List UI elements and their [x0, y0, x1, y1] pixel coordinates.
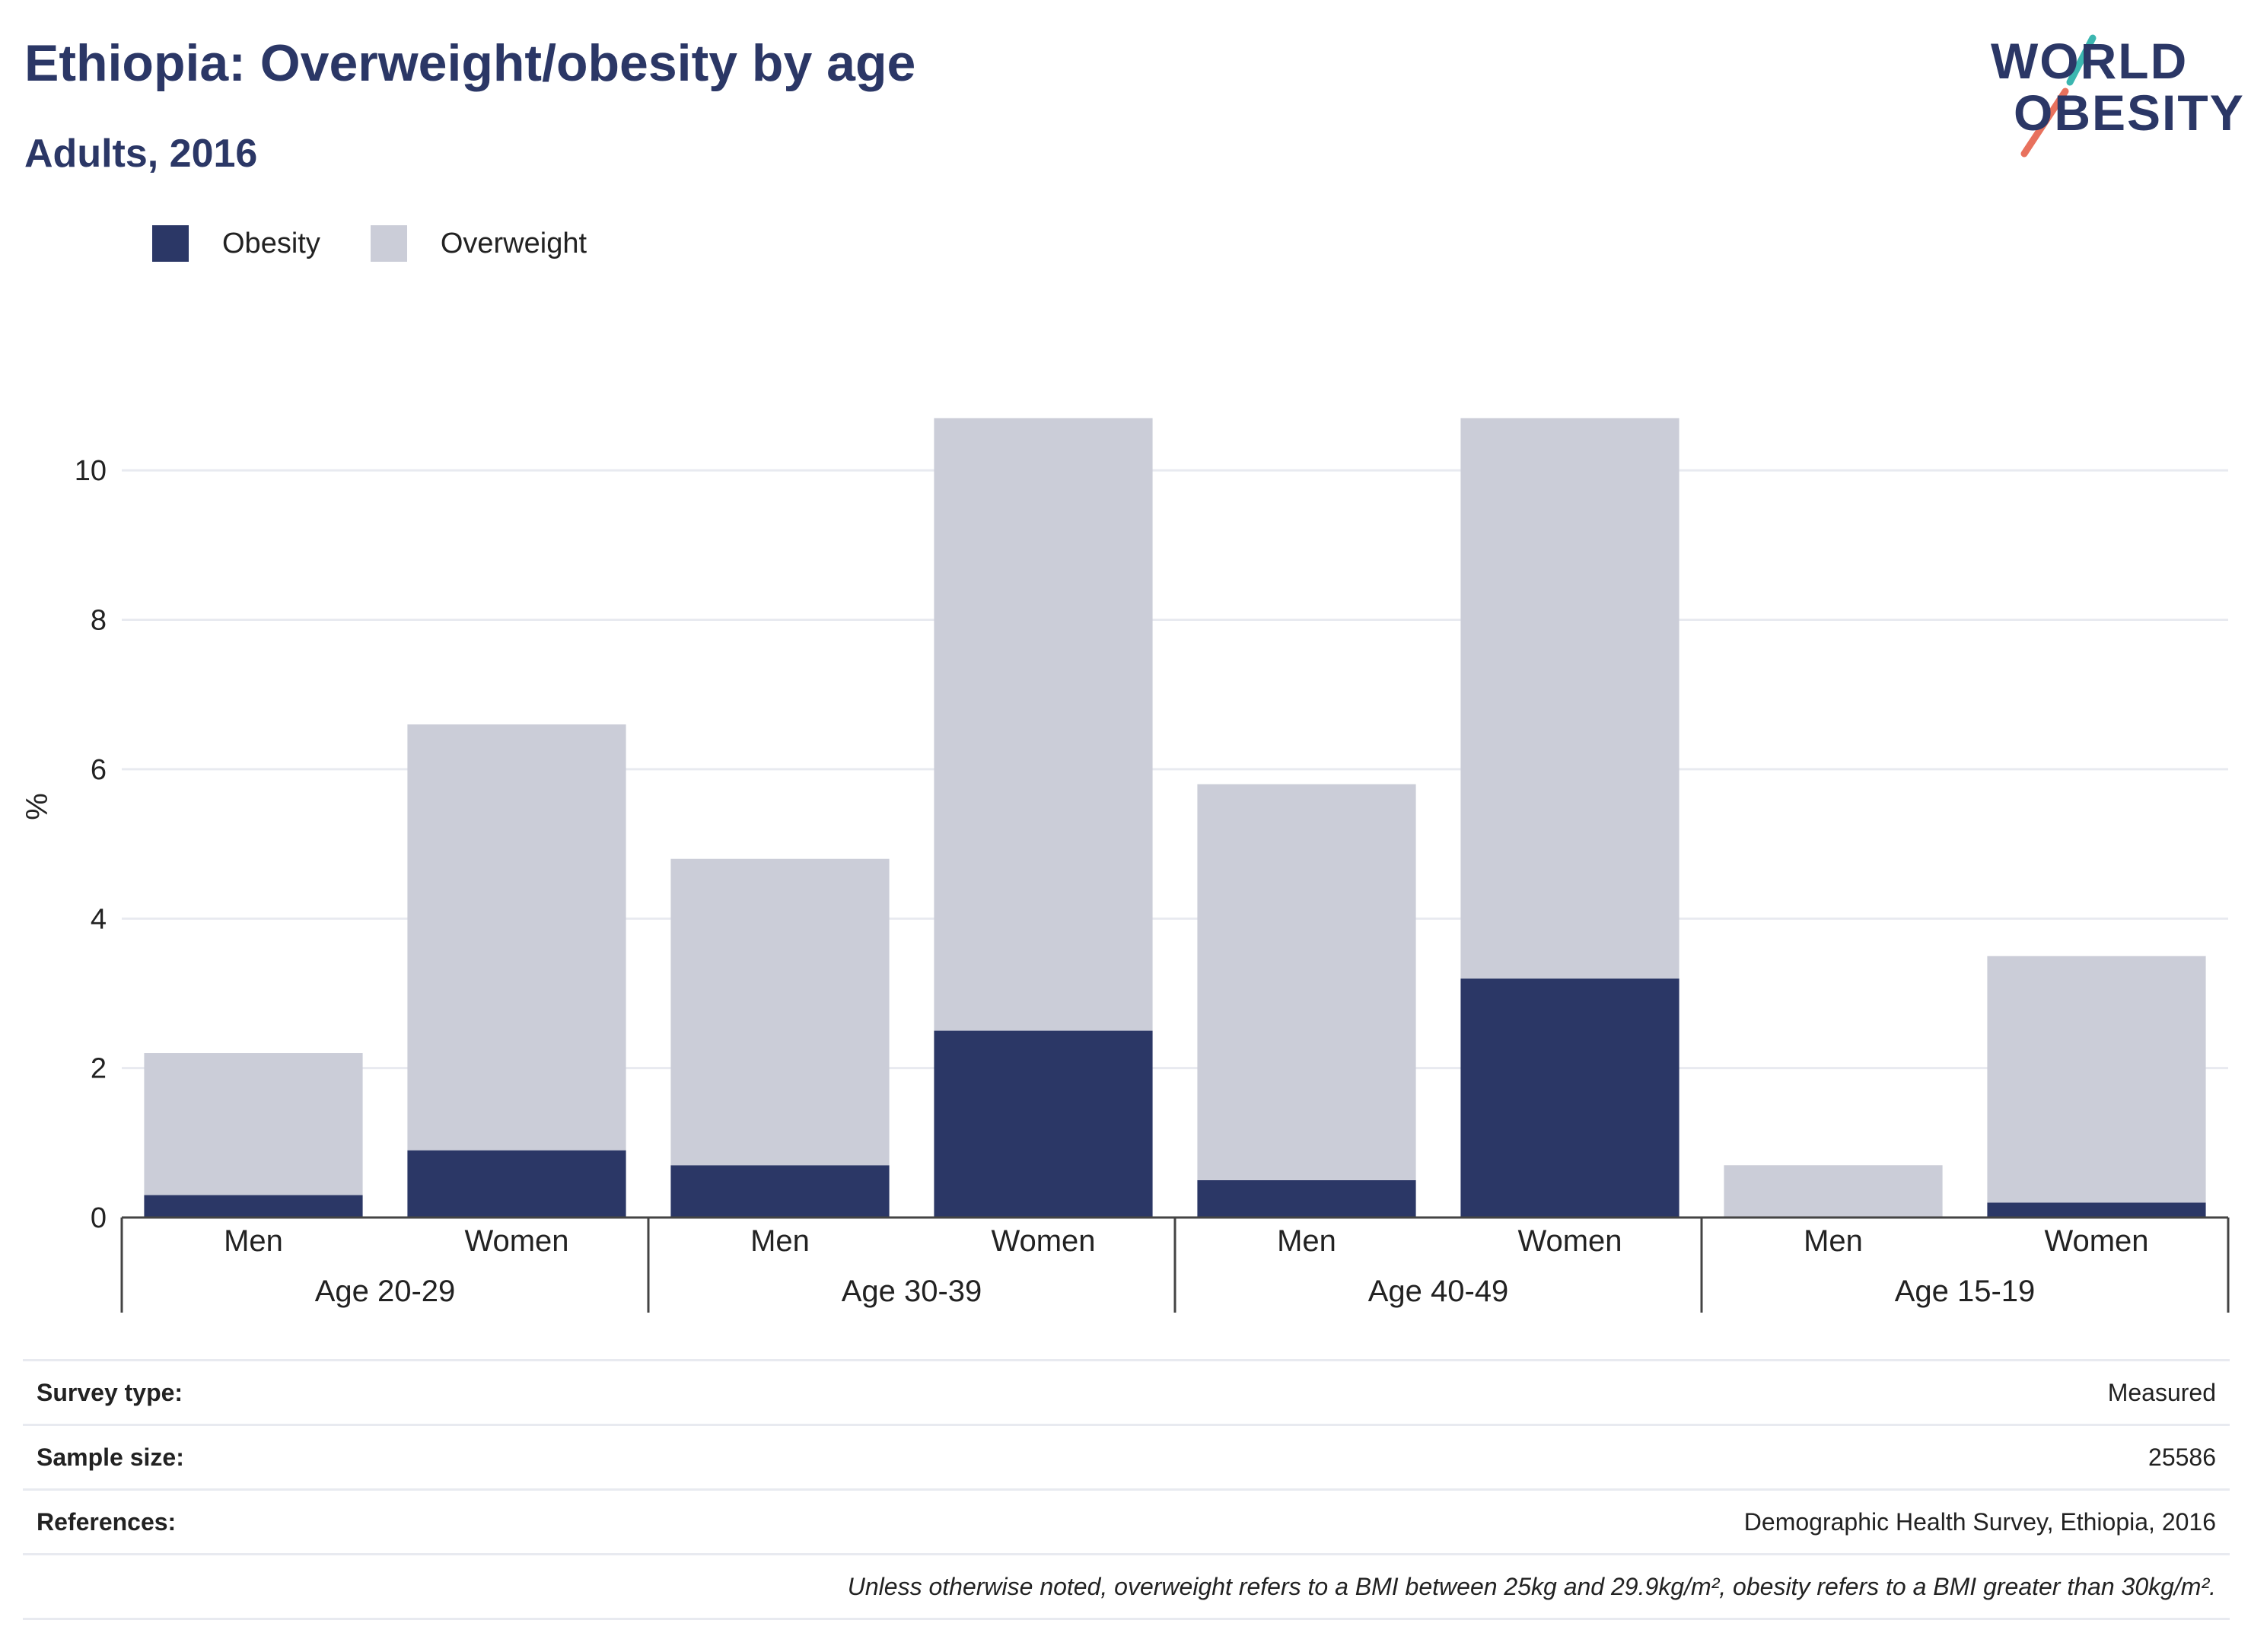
survey-type-row: Survey type: Measured — [23, 1359, 2230, 1424]
bar-obesity-5 — [1460, 978, 1679, 1218]
y-tick-label: 6 — [91, 754, 107, 786]
bar-overweight-6 — [1724, 1165, 1943, 1218]
bar-overweight-5 — [1460, 418, 1679, 979]
x-tick-label: Men — [750, 1224, 810, 1258]
bar-overweight-0 — [144, 1053, 363, 1195]
references-row: References: Demographic Health Survey, E… — [23, 1488, 2230, 1553]
references-label: References: — [37, 1507, 177, 1536]
sample-size-value: 25586 — [2148, 1443, 2216, 1471]
bar-overweight-4 — [1197, 784, 1416, 1180]
bar-obesity-4 — [1197, 1179, 1416, 1218]
legend-item-overweight[interactable]: Overweight — [370, 225, 587, 262]
x-tick-label: Women — [991, 1224, 1095, 1258]
y-tick-label: 4 — [91, 903, 107, 935]
legend-label-obesity: Obesity — [222, 227, 320, 259]
survey-info-table: Survey type: Measured Sample size: 25586… — [23, 1359, 2230, 1620]
bar-overweight-1 — [407, 724, 626, 1151]
definition-note-row: Unless otherwise noted, overweight refer… — [23, 1553, 2230, 1620]
logo-line-1: WORLD — [1991, 33, 2189, 89]
sample-size-row: Sample size: 25586 — [23, 1424, 2230, 1488]
x-tick-label: Men — [224, 1224, 283, 1258]
survey-type-label: Survey type: — [37, 1378, 183, 1406]
y-axis-label: % — [21, 793, 54, 820]
chart-title: Ethiopia: Overweight/obesity by age — [24, 34, 916, 92]
y-tick-label: 8 — [91, 605, 107, 637]
x-tick-label: Men — [1277, 1224, 1336, 1258]
group-label: Age 40-49 — [1368, 1275, 1509, 1308]
bar-obesity-3 — [934, 1030, 1153, 1218]
legend-item-obesity[interactable]: Obesity — [152, 225, 320, 262]
group-label: Age 20-29 — [315, 1275, 456, 1308]
survey-type-value: Measured — [2107, 1378, 2216, 1406]
bar-overweight-2 — [670, 858, 890, 1166]
references-value: Demographic Health Survey, Ethiopia, 201… — [1743, 1507, 2216, 1536]
logo-slash-icon — [2020, 34, 2097, 158]
legend-swatch-obesity — [152, 225, 189, 262]
legend-label-overweight: Overweight — [440, 227, 587, 259]
x-tick-label: Women — [2044, 1224, 2148, 1258]
bar-obesity-2 — [670, 1165, 890, 1218]
sample-size-label: Sample size: — [37, 1443, 184, 1471]
bar-overweight-7 — [1987, 956, 2206, 1203]
bar-overweight-3 — [934, 418, 1153, 1031]
logo-line-2: OBESITY — [2014, 84, 2245, 141]
bar-obesity-0 — [144, 1195, 363, 1218]
definition-note: Unless otherwise noted, overweight refer… — [847, 1572, 2216, 1600]
legend-swatch-overweight — [370, 225, 407, 262]
x-tick-label: Women — [1517, 1224, 1622, 1258]
x-tick-label: Men — [1804, 1224, 1863, 1258]
group-label: Age 30-39 — [842, 1275, 982, 1308]
y-tick-label: 0 — [91, 1202, 107, 1234]
world-obesity-logo: WORLD OBESITY — [1979, 23, 2243, 160]
bar-chart: 0 2 4 6 8 10% Men Women Men Women Men Women Men Women… — [21, 418, 2230, 1313]
group-label: Age 15-19 — [1895, 1275, 2036, 1308]
y-tick-label: 10 — [75, 455, 107, 487]
y-tick-label: 2 — [91, 1053, 107, 1085]
chart-subtitle: Adults, 2016 — [24, 132, 258, 176]
bar-obesity-1 — [407, 1150, 626, 1218]
bar-obesity-7 — [1987, 1202, 2206, 1218]
x-tick-label: Women — [464, 1224, 568, 1258]
legend: Obesity Overweight — [152, 225, 637, 262]
